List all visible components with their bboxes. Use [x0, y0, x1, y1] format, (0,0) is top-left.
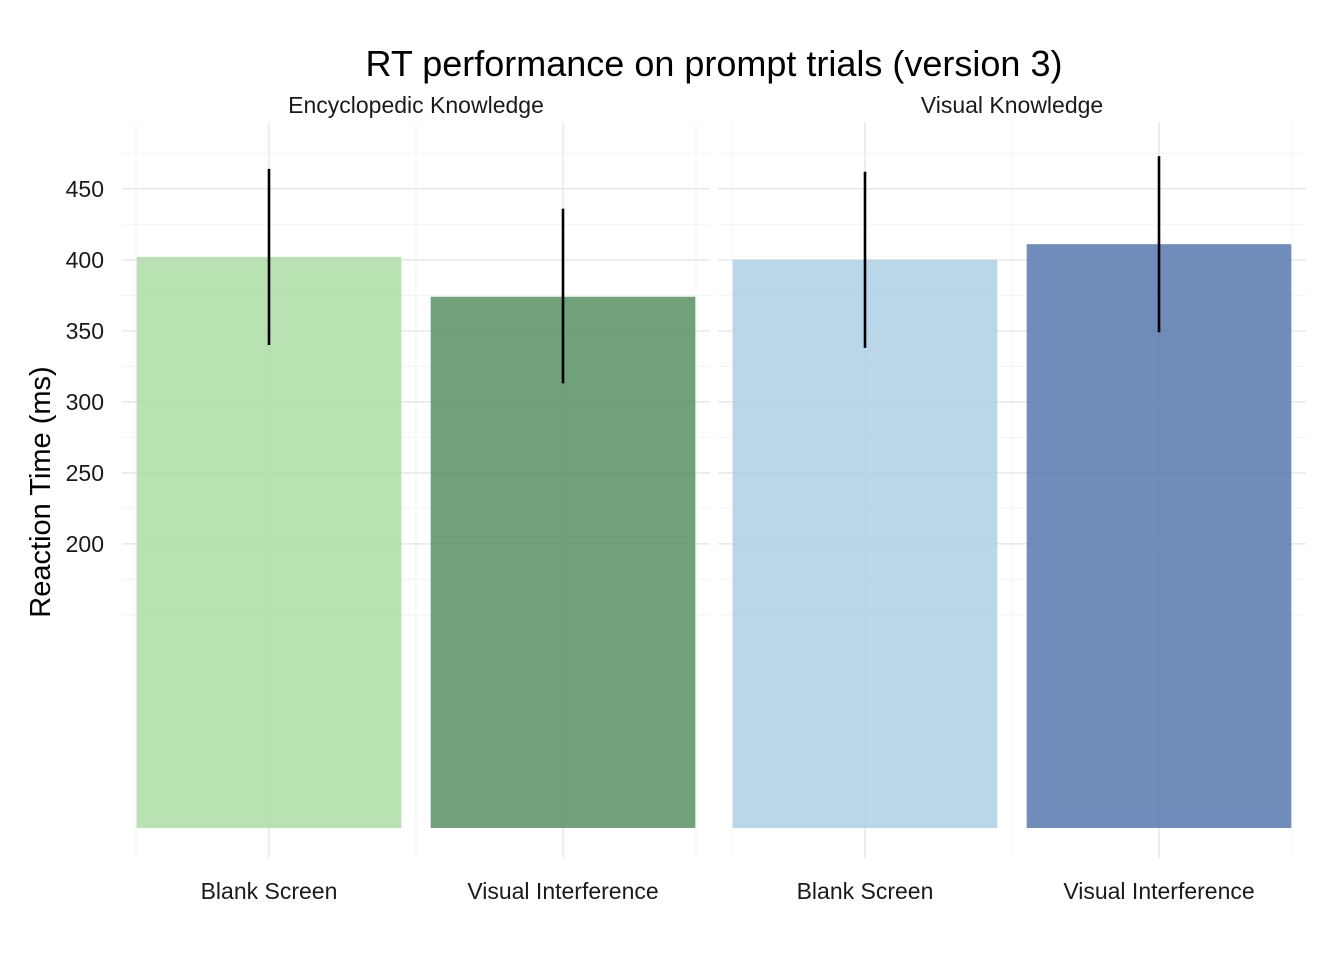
bar: [1026, 244, 1292, 828]
panel-strip-label: Encyclopedic Knowledge: [288, 92, 544, 118]
panel-strip-label: Visual Knowledge: [921, 92, 1103, 118]
y-tick-label: 400: [66, 247, 104, 273]
y-tick-label: 200: [66, 531, 104, 557]
bar: [430, 296, 696, 828]
y-tick-label: 450: [66, 176, 104, 202]
y-tick-label: 300: [66, 389, 104, 415]
x-tick-label: Blank Screen: [201, 878, 338, 904]
bars-layer: [136, 156, 1292, 829]
bar: [732, 259, 998, 828]
labels-layer: Encyclopedic Knowledge Blank Screen Visual…: [66, 92, 1255, 904]
x-tick-label: Blank Screen: [797, 878, 934, 904]
chart-title: RT performance on prompt trials (version…: [366, 43, 1063, 84]
y-tick-label: 250: [66, 460, 104, 486]
bar: [136, 256, 402, 829]
x-tick-label: Visual Interference: [1063, 878, 1254, 904]
y-axis-label: Reaction Time (ms): [25, 366, 57, 617]
x-tick-label: Visual Interference: [467, 878, 658, 904]
y-tick-label: 350: [66, 318, 104, 344]
